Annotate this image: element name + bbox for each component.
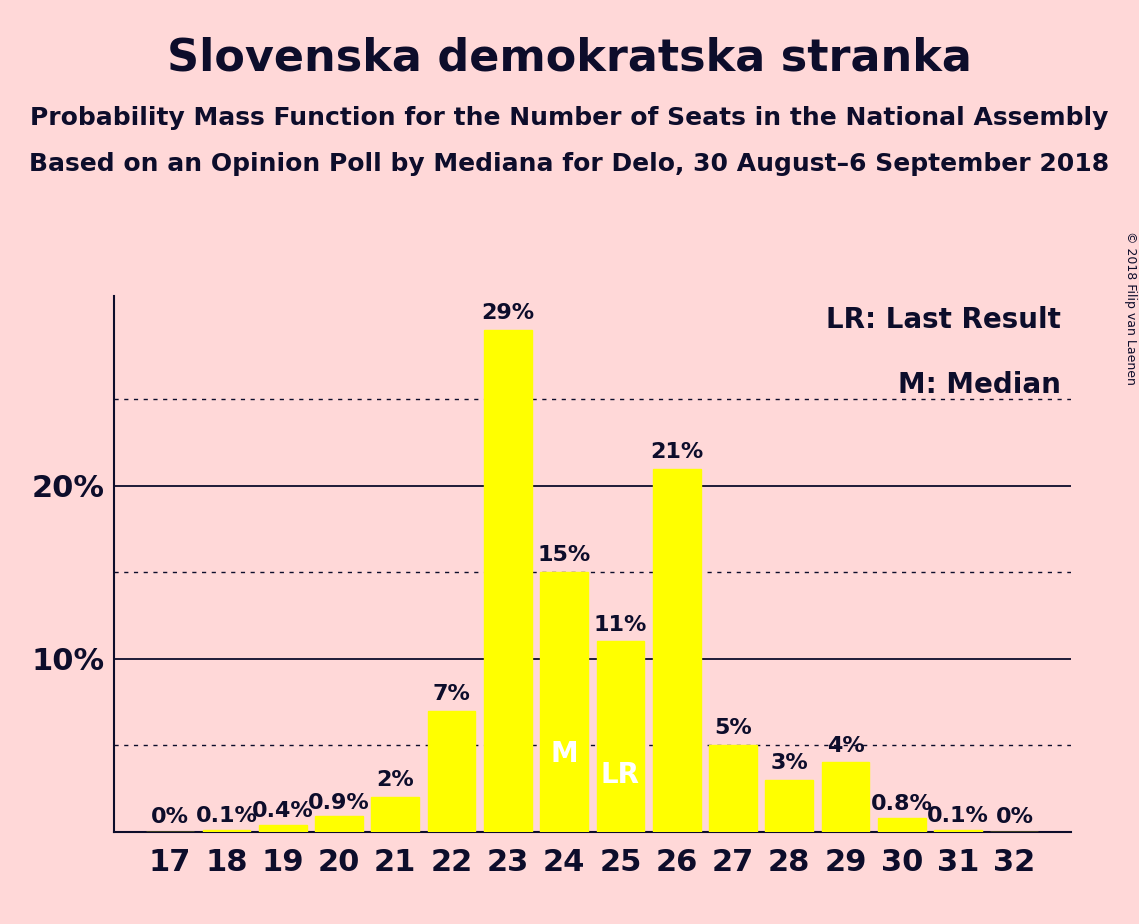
Text: LR: LR — [601, 760, 640, 788]
Bar — [203, 830, 251, 832]
Bar — [821, 762, 869, 832]
Text: 0%: 0% — [995, 808, 1033, 827]
Bar — [710, 745, 757, 832]
Text: 2%: 2% — [376, 770, 415, 790]
Bar — [484, 330, 532, 832]
Bar — [653, 468, 700, 832]
Text: 11%: 11% — [593, 614, 647, 635]
Text: Based on an Opinion Poll by Mediana for Delo, 30 August–6 September 2018: Based on an Opinion Poll by Mediana for … — [30, 152, 1109, 176]
Bar — [597, 641, 645, 832]
Text: © 2018 Filip van Laenen: © 2018 Filip van Laenen — [1124, 231, 1137, 385]
Text: Slovenska demokratska stranka: Slovenska demokratska stranka — [167, 37, 972, 80]
Text: 5%: 5% — [714, 718, 752, 738]
Bar — [765, 780, 813, 832]
Text: 21%: 21% — [650, 442, 703, 462]
Text: 0%: 0% — [151, 808, 189, 827]
Bar — [934, 830, 982, 832]
Bar — [878, 818, 926, 832]
Text: 4%: 4% — [827, 736, 865, 756]
Text: M: Median: M: Median — [899, 371, 1062, 399]
Text: 0.1%: 0.1% — [196, 807, 257, 826]
Text: Probability Mass Function for the Number of Seats in the National Assembly: Probability Mass Function for the Number… — [31, 106, 1108, 130]
Text: M: M — [550, 740, 577, 768]
Bar — [259, 825, 306, 832]
Bar — [427, 711, 475, 832]
Text: 7%: 7% — [433, 684, 470, 704]
Text: 0.1%: 0.1% — [927, 807, 989, 826]
Text: 3%: 3% — [770, 753, 809, 772]
Bar — [371, 797, 419, 832]
Bar — [316, 816, 363, 832]
Text: 29%: 29% — [482, 303, 534, 323]
Text: 0.4%: 0.4% — [252, 801, 313, 821]
Text: 0.9%: 0.9% — [309, 793, 370, 812]
Text: 15%: 15% — [538, 545, 591, 565]
Text: LR: Last Result: LR: Last Result — [826, 307, 1062, 334]
Text: 0.8%: 0.8% — [871, 795, 933, 814]
Bar — [540, 572, 588, 832]
